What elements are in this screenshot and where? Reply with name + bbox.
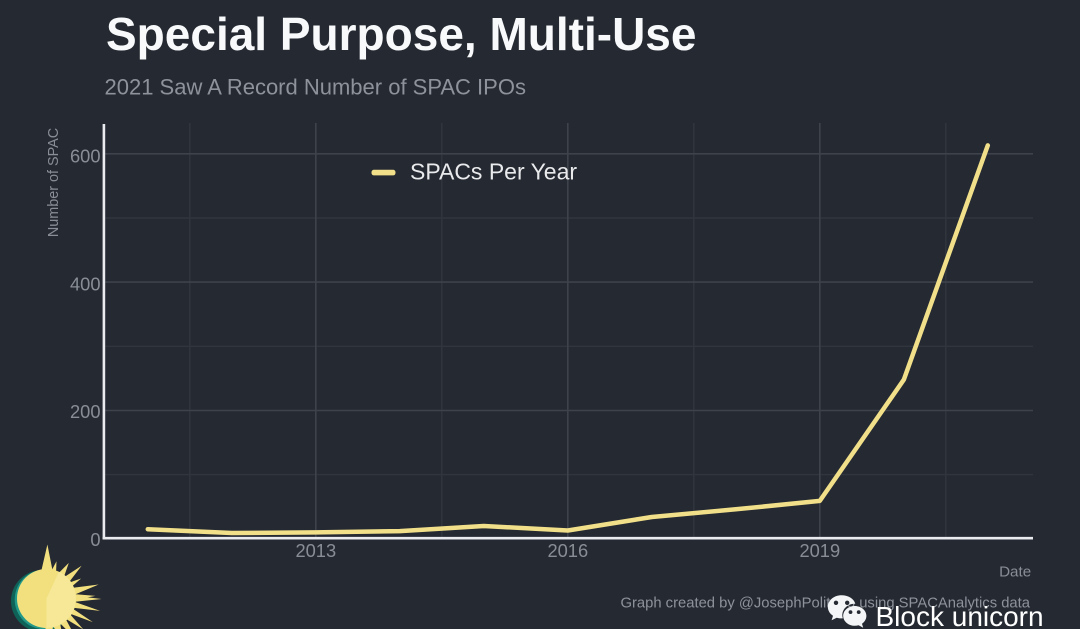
svg-text:2016: 2016 <box>547 540 588 561</box>
svg-text:Block unicorn: Block unicorn <box>876 601 1044 629</box>
svg-text:2021 Saw A Record Number of SP: 2021 Saw A Record Number of SPAC IPOs <box>105 75 526 100</box>
svg-text:400: 400 <box>70 273 101 294</box>
svg-text:200: 200 <box>70 401 101 422</box>
svg-text:Date: Date <box>999 564 1031 581</box>
svg-text:Special Purpose, Multi-Use: Special Purpose, Multi-Use <box>106 8 696 60</box>
svg-text:Graph created by @JosephPolita: Graph created by @JosephPolitano using S… <box>620 596 1030 612</box>
svg-text:0: 0 <box>90 529 100 550</box>
svg-text:Number of SPAC: Number of SPAC <box>46 128 62 237</box>
svg-text:SPACs Per Year: SPACs Per Year <box>410 159 577 185</box>
svg-text:2013: 2013 <box>295 540 336 561</box>
svg-text:600: 600 <box>70 146 101 167</box>
svg-text:2019: 2019 <box>799 540 840 561</box>
